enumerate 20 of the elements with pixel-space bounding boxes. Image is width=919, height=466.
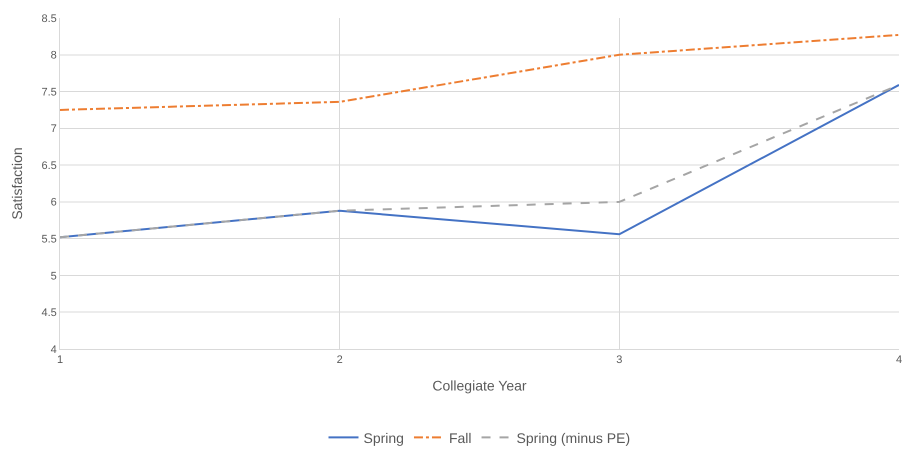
x-tick-label: 4 [896, 354, 902, 366]
y-tick-label: 7.5 [42, 86, 57, 98]
legend-label: Fall [448, 430, 472, 446]
x-tick-label: 3 [616, 354, 622, 366]
y-tick-label: 7 [50, 123, 57, 136]
y-tick-label: 8.5 [42, 12, 57, 25]
y-tick-label: 5.5 [42, 234, 57, 246]
legend-label: Spring [364, 430, 404, 446]
y-tick-label: 6 [50, 196, 57, 209]
y-tick-label: 4.5 [42, 307, 57, 320]
x-axis-title: Collegiate Year [432, 378, 527, 394]
y-tick-label: 6.5 [42, 160, 57, 172]
x-tick-label: 1 [56, 354, 64, 366]
y-axis-title: Satisfaction [9, 147, 26, 220]
y-tick-label: 8 [50, 50, 57, 62]
line-series [60, 34, 899, 111]
y-tick-label: 5 [50, 270, 57, 282]
legend-label: Spring (minus PE) [516, 430, 630, 446]
x-tick-label: 2 [336, 354, 343, 366]
y-tick-label: 4 [50, 344, 57, 356]
